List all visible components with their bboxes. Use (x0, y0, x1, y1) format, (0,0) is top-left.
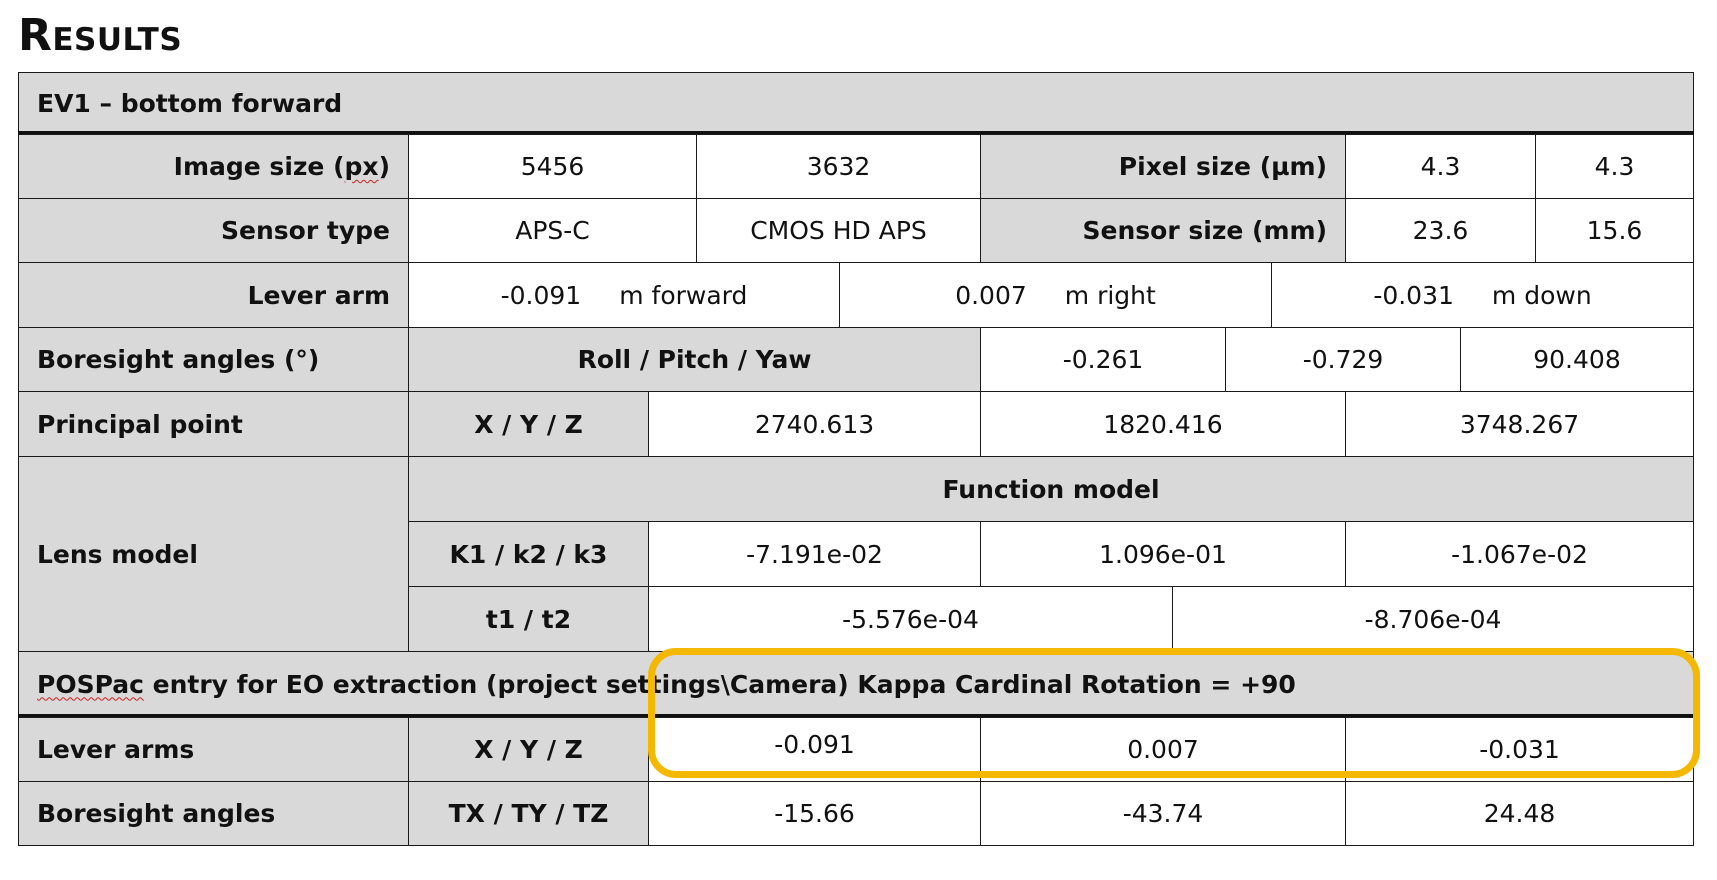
lever-arms-label: Lever arms (18, 717, 409, 782)
boresight-roll-value: -0.261 (980, 327, 1226, 392)
k-coefficients-label: K1 / k2 / k3 (408, 521, 649, 587)
lever-arm-down-unit: m down (1491, 280, 1592, 310)
lever-arm-forward-value: -0.091 (500, 280, 582, 310)
sensor-type-value-2: CMOS HD APS (696, 198, 981, 263)
boresight-pitch-value: -0.729 (1225, 327, 1461, 392)
sensor-height-value: 15.6 (1535, 198, 1694, 263)
pospac-boresight-sublabel: TX / TY / TZ (408, 781, 649, 846)
boresight-angles-label: Boresight angles (°) (18, 327, 409, 392)
boresight-yaw-value: 90.408 (1460, 327, 1694, 392)
image-width-value: 5456 (408, 134, 697, 199)
principal-x-value: 2740.613 (648, 391, 981, 457)
boresight-sublabel: Roll / Pitch / Yaw (408, 327, 981, 392)
lever-arm-right-unit: m right (1064, 280, 1156, 310)
t1-value: -5.576e-04 (648, 586, 1173, 652)
pospac-boresight-tx-value: -15.66 (648, 781, 981, 846)
function-model-label: Function model (408, 456, 1694, 522)
lever-arm-forward: -0.091 m forward (408, 262, 840, 328)
page-title: Results (18, 10, 183, 61)
pixel-size-label: Pixel size (µm) (980, 134, 1346, 199)
pospac-boresight-ty-value: -43.74 (980, 781, 1346, 846)
sensor-type-value-1: APS-C (408, 198, 697, 263)
lever-arm-right-value: 0.007 (955, 280, 1027, 310)
sensor-type-label: Sensor type (18, 198, 409, 263)
lever-arms-y-value: 0.007 (980, 717, 1346, 782)
lever-arms-x-value: -0.091 (648, 717, 981, 782)
sensor-size-label: Sensor size (mm) (980, 198, 1346, 263)
lever-arm-right: 0.007 m right (839, 262, 1272, 328)
lever-arms-z-value: -0.031 (1345, 717, 1694, 782)
t2-value: -8.706e-04 (1172, 586, 1694, 652)
pospac-entry-heading: POSPac entry for EO extraction (project … (18, 651, 1694, 717)
lever-arm-down-value: -0.031 (1373, 280, 1454, 310)
principal-point-label: Principal point (18, 391, 409, 457)
pospac-boresight-tz-value: 24.48 (1345, 781, 1694, 846)
k1-value: -7.191e-02 (648, 521, 981, 587)
t-coefficients-label: t1 / t2 (408, 586, 649, 652)
pospac-boresight-label: Boresight angles (18, 781, 409, 846)
lever-arm-forward-unit: m forward (619, 280, 748, 310)
k3-value: -1.067e-02 (1345, 521, 1694, 587)
pospac-divider (18, 714, 1694, 718)
sensor-width-value: 23.6 (1345, 198, 1536, 263)
table-header: EV1 – bottom forward (18, 72, 1694, 134)
pixel-width-value: 4.3 (1345, 134, 1536, 199)
lens-model-label: Lens model (18, 456, 409, 652)
principal-z-value: 3748.267 (1345, 391, 1694, 457)
principal-y-value: 1820.416 (980, 391, 1346, 457)
lever-arm-down: -0.031 m down (1271, 262, 1694, 328)
lever-arm-label: Lever arm (18, 262, 409, 328)
image-height-value: 3632 (696, 134, 981, 199)
lever-arms-sublabel: X / Y / Z (408, 717, 649, 782)
principal-point-sublabel: X / Y / Z (408, 391, 649, 457)
pixel-height-value: 4.3 (1535, 134, 1694, 199)
header-divider (18, 131, 1694, 135)
k2-value: 1.096e-01 (980, 521, 1346, 587)
image-size-label: Image size (px) (18, 134, 409, 199)
